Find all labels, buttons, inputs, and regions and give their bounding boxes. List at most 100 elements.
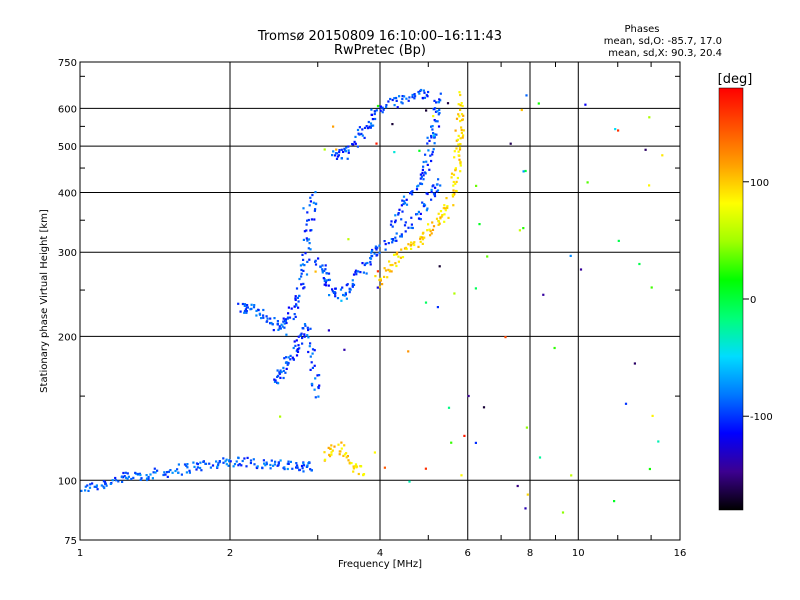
data-point	[279, 369, 282, 372]
data-point	[331, 449, 334, 452]
data-point	[407, 99, 410, 102]
data-point	[292, 358, 295, 361]
data-point	[287, 312, 290, 315]
data-point	[274, 460, 277, 463]
data-point	[186, 463, 189, 466]
data-point	[434, 120, 437, 123]
data-point	[427, 90, 430, 94]
data-point	[337, 154, 340, 157]
data-point	[460, 113, 464, 116]
data-point	[318, 384, 321, 387]
data-point	[407, 350, 410, 353]
x-tick-label: 6	[465, 548, 471, 559]
data-point	[124, 471, 127, 474]
data-point	[335, 148, 338, 151]
data-point	[343, 294, 346, 297]
data-point	[343, 444, 346, 447]
data-point	[433, 107, 436, 111]
data-point	[295, 339, 298, 342]
data-point	[262, 308, 265, 312]
data-point	[291, 356, 294, 359]
data-point	[257, 309, 260, 312]
data-point	[383, 240, 386, 243]
data-point	[338, 151, 341, 154]
data-point	[346, 157, 349, 160]
data-point	[237, 456, 240, 459]
data-point	[644, 148, 647, 151]
data-point	[273, 380, 277, 383]
data-point	[423, 96, 426, 99]
data-point	[426, 95, 429, 98]
data-point	[457, 134, 460, 137]
data-point	[425, 109, 428, 112]
data-point	[430, 232, 433, 235]
y-tick-label: 100	[58, 476, 77, 487]
data-point	[324, 458, 327, 461]
data-point	[282, 376, 285, 380]
data-point	[401, 210, 404, 213]
data-point	[384, 248, 387, 251]
data-point	[301, 467, 304, 470]
data-point	[617, 239, 620, 242]
data-point	[252, 306, 256, 309]
data-point	[306, 260, 309, 263]
data-point	[297, 344, 300, 347]
data-point	[379, 105, 382, 108]
data-point	[421, 236, 424, 239]
data-point	[233, 463, 237, 466]
data-point	[434, 110, 438, 113]
data-point	[435, 217, 439, 220]
data-point	[229, 460, 232, 463]
data-point	[387, 268, 390, 271]
data-point	[421, 96, 424, 100]
data-point	[457, 150, 460, 153]
data-point	[327, 272, 331, 275]
data-point	[103, 486, 106, 490]
data-point	[279, 327, 282, 330]
data-point	[209, 466, 212, 469]
data-point	[438, 111, 441, 115]
data-point	[146, 477, 149, 480]
data-point	[341, 286, 344, 289]
data-point	[414, 95, 417, 98]
data-point	[323, 269, 326, 272]
y-axis-label: Stationary phase Virtual Height [km]	[39, 209, 50, 393]
data-point	[306, 326, 309, 329]
data-point	[89, 483, 92, 486]
plot-frame	[79, 61, 681, 541]
data-point	[345, 146, 348, 149]
data-point	[382, 108, 385, 111]
y-tick-label: 75	[64, 536, 77, 547]
data-point	[426, 163, 429, 166]
data-point	[348, 288, 351, 291]
data-point	[419, 173, 422, 176]
data-point	[459, 164, 462, 167]
data-point	[126, 477, 129, 480]
data-point	[351, 285, 354, 288]
data-point	[323, 148, 326, 151]
data-point	[340, 299, 343, 302]
data-point	[130, 477, 133, 481]
data-point	[371, 118, 374, 121]
data-point	[376, 286, 379, 289]
data-point	[333, 291, 336, 294]
data-point	[400, 248, 403, 251]
data-point	[166, 475, 169, 478]
data-point	[447, 406, 451, 409]
data-point	[424, 153, 427, 156]
data-point	[395, 232, 398, 235]
data-point	[153, 467, 156, 470]
data-point	[269, 467, 272, 470]
data-point	[389, 97, 392, 101]
data-point	[298, 469, 301, 472]
data-point	[424, 301, 428, 304]
data-point	[586, 181, 589, 184]
x-tick-label: 1	[77, 548, 83, 559]
data-point	[331, 290, 334, 293]
data-point	[432, 184, 435, 187]
data-point	[314, 208, 317, 211]
colorbar-tick-label: 100	[750, 178, 769, 189]
data-point	[419, 182, 422, 185]
data-point	[381, 111, 384, 114]
y-tick-label: 600	[58, 104, 77, 115]
